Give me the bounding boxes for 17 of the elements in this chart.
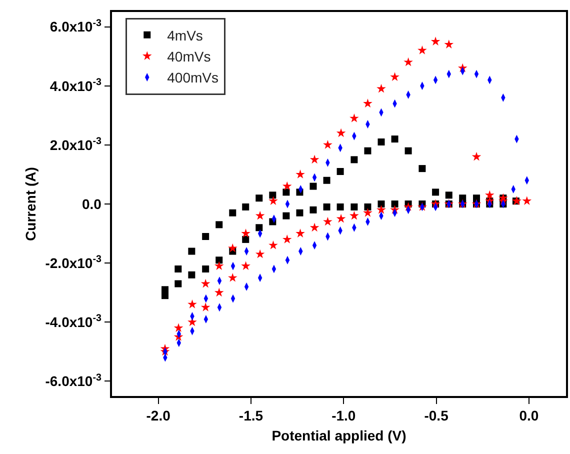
x-tick-label: 0.0 <box>519 408 539 424</box>
x-axis-title: Potential applied (V) <box>272 427 406 444</box>
y-tick-label: 2.0x10$^{-3}$ <box>50 136 102 153</box>
x-tick-label: -0.5 <box>424 408 449 424</box>
legend-label: 400mVs <box>167 70 218 86</box>
y-tick-label: -6.0x10$^{-3}$ <box>45 372 102 390</box>
y-tick-label: 4.0x10$^{-3}$ <box>50 76 102 94</box>
x-tick-label: -1.0 <box>332 408 356 424</box>
legend-label: 4mVs <box>167 27 203 44</box>
y-tick-label: -2.0x10$^{-3}$ <box>45 254 102 271</box>
y-tick-label: 6.0x10$^{-3}$ <box>50 18 102 35</box>
y-tick-label: 0.0 <box>82 196 102 212</box>
x-tick-label: -1.5 <box>238 408 264 424</box>
y-tick-label: -4.0x10$^{-3}$ <box>45 313 102 330</box>
x-tick-label: -2.0 <box>146 408 171 424</box>
legend-label: 40mVs <box>167 48 211 65</box>
y-axis-title: Current (A) <box>22 167 38 241</box>
